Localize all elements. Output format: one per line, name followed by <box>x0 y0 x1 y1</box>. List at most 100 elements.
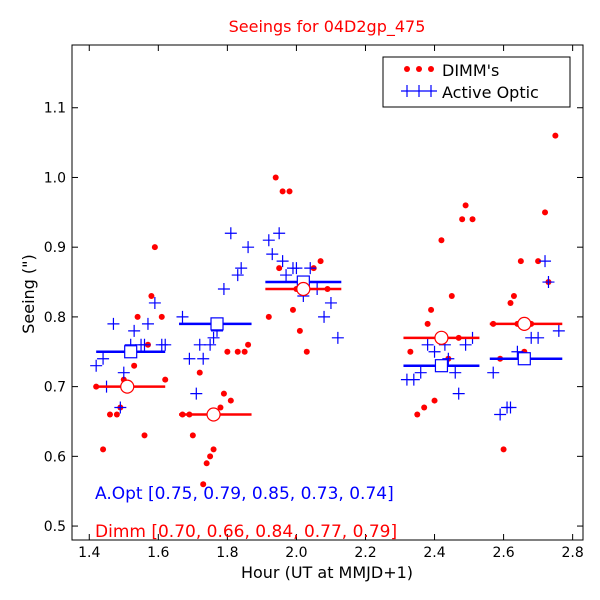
aopt-point <box>552 324 565 337</box>
legend: DIMM's Active Optic <box>382 56 571 108</box>
aopt-point <box>217 283 230 296</box>
dimm-point <box>189 432 196 439</box>
aopt-point <box>266 248 279 261</box>
dimm-point <box>448 292 455 299</box>
dimm-point <box>535 258 542 265</box>
aopt-point <box>407 373 420 386</box>
aopt-point <box>138 338 151 351</box>
dimm-point <box>134 313 141 320</box>
y-tick-label: 0.8 <box>44 310 66 326</box>
aopt-bin-marker <box>210 317 224 331</box>
dimm-point <box>459 216 466 223</box>
y-tick-label: 1.0 <box>44 170 66 186</box>
dimm-point <box>431 397 438 404</box>
aopt-point <box>304 262 317 275</box>
dimm-point <box>200 481 207 488</box>
dimm-point <box>141 432 148 439</box>
dimm-bin-marker <box>206 407 221 422</box>
dimm-point <box>220 390 227 397</box>
aopt-point <box>183 352 196 365</box>
dimm-point <box>296 327 303 334</box>
x-tick-label: 2.0 <box>285 545 307 561</box>
aopt-point <box>276 255 289 268</box>
dimm-point <box>148 292 155 299</box>
dimm-point <box>224 348 231 355</box>
aopt-point <box>539 255 552 268</box>
dimm-point <box>510 292 517 299</box>
aopt-point <box>273 227 286 240</box>
legend-aopt-plus <box>401 85 413 97</box>
dimm-point <box>303 348 310 355</box>
aopt-point <box>331 331 344 344</box>
aopt-point <box>449 366 462 379</box>
aopt-bin-marker <box>434 359 449 373</box>
dimm-point <box>241 348 248 355</box>
dimm-point <box>245 341 252 348</box>
legend-box <box>382 56 571 108</box>
aopt-bin-marker <box>124 345 138 359</box>
dimm-point <box>414 411 421 418</box>
aopt-point <box>532 331 545 344</box>
plot-frame <box>71 44 584 541</box>
aopt-point <box>141 317 154 330</box>
legend-label-dimm: DIMM's <box>442 61 499 80</box>
aopt-point <box>318 310 331 323</box>
aopt-point <box>452 387 465 400</box>
dimm-bin-marker <box>434 330 449 345</box>
x-tick-label: 1.8 <box>216 545 238 561</box>
dimm-point <box>158 313 165 320</box>
legend-dimm-dot <box>428 66 434 72</box>
legend-dimm-marker <box>404 66 434 72</box>
aopt-point <box>290 262 303 275</box>
dimm-point <box>131 362 138 369</box>
aopt-point <box>190 387 203 400</box>
dimm-point <box>462 202 469 209</box>
dimm-point <box>210 446 217 453</box>
dimm-point <box>507 299 514 306</box>
aopt-point <box>224 227 237 240</box>
bin-summary-marks <box>96 275 563 422</box>
dimm-point <box>428 306 435 313</box>
x-tick-label: 2.4 <box>423 545 445 561</box>
dimm-point <box>407 348 414 355</box>
dimm-point <box>424 320 431 327</box>
aopt-point <box>459 338 472 351</box>
x-tick-label: 1.6 <box>147 545 169 561</box>
dimm-point <box>517 258 524 265</box>
x-tick-label: 2.2 <box>354 545 376 561</box>
aopt-point <box>324 296 337 309</box>
aopt-point <box>262 234 275 247</box>
dimm-point <box>469 216 476 223</box>
dimm-point <box>276 265 283 272</box>
aopt-point <box>193 338 206 351</box>
dimm-point <box>113 411 120 418</box>
y-tick-label: 0.6 <box>44 449 66 465</box>
annotation-aopt: A.Opt [0.75, 0.79, 0.85, 0.73, 0.74] <box>95 484 394 504</box>
x-tick-label: 2.6 <box>492 545 514 561</box>
aopt-point <box>542 276 555 289</box>
aopt-point <box>204 338 217 351</box>
dimm-point <box>438 237 445 244</box>
aopt-point <box>197 352 210 365</box>
legend-label-aopt: Active Optic <box>442 83 539 102</box>
x-axis-label: Hour (UT at MMJD+1) <box>241 563 413 582</box>
dimm-point <box>286 188 293 195</box>
aopt-point <box>235 262 248 275</box>
aopt-point <box>107 317 120 330</box>
dimm-point <box>234 348 241 355</box>
dimm-point <box>265 313 272 320</box>
aopt-bin-marker <box>517 352 531 366</box>
dimm-bin-marker <box>120 379 135 394</box>
aopt-point <box>414 366 427 379</box>
aopt-point <box>442 352 455 365</box>
aopt-point <box>207 331 220 344</box>
dimm-point <box>227 397 234 404</box>
dimm-point <box>542 209 549 216</box>
plot-area: 1.4 1.6 1.8 2.0 2.2 2.4 2.6 2.8 0.5 0.6 0.7 0.8 0.9 1… <box>44 44 584 561</box>
legend-aopt-marker <box>401 85 437 97</box>
dimm-point <box>289 306 296 313</box>
aopt-point <box>148 296 161 309</box>
dimm-bin-marker <box>517 316 532 331</box>
x-tick-label: 2.8 <box>562 545 584 561</box>
